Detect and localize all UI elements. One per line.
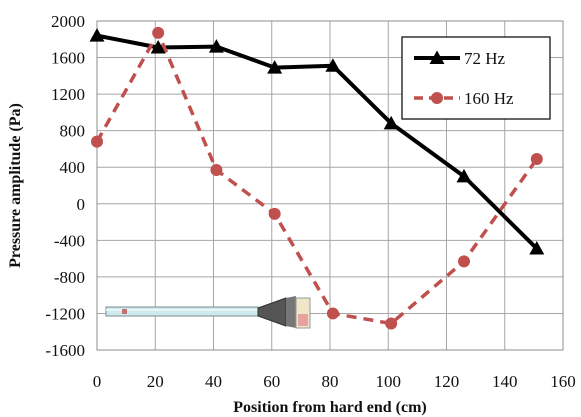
x-tick-label: 140: [492, 372, 518, 391]
series-marker: [91, 135, 103, 148]
x-tick-label: 120: [434, 372, 460, 391]
series-marker: [268, 207, 281, 220]
x-tick-labels: 0 20 40 60 80 100 120 140 160: [93, 372, 576, 391]
y-tick-label: 400: [60, 158, 86, 177]
x-tick-label: 160: [550, 372, 576, 391]
y-tick-label: -1600: [45, 341, 85, 360]
series-line: [95, 31, 539, 326]
x-tick-label: 80: [322, 372, 339, 391]
series-marker: [325, 58, 341, 72]
series-marker: [431, 92, 443, 104]
y-tick-label: -800: [54, 268, 85, 287]
series-marker: [326, 307, 339, 320]
y-tick-label: 2000: [51, 12, 85, 31]
y-tick-label: 1600: [51, 49, 85, 68]
y-tick-labels: 2000 1600 1200 800 400 0 -400 -800 -1200 -1600: [45, 12, 85, 360]
tube-horn-illustration: [105, 296, 311, 329]
y-tick-label: 800: [60, 122, 86, 141]
series-marker: [267, 60, 283, 74]
y-axis-title: Pressure amplitude (Pa): [7, 103, 24, 268]
plot-area-frame: [96, 20, 564, 351]
series-marker: [210, 163, 223, 176]
legend: 72 Hz 160 Hz: [401, 36, 551, 120]
series-marker: [529, 241, 545, 255]
legend-label: 160 Hz: [464, 89, 514, 108]
y-tick-label: -1200: [45, 304, 85, 323]
legend-label: 72 Hz: [464, 49, 506, 68]
series-marker: [429, 50, 445, 64]
x-tick-label: 60: [263, 372, 280, 391]
series-marker: [152, 26, 165, 39]
x-tick-label: 20: [147, 372, 164, 391]
x-axis-title: Position from hard end (cm): [233, 399, 426, 416]
series-marker: [89, 28, 105, 42]
x-tick-label: 100: [376, 372, 402, 391]
series-markers: [89, 26, 545, 330]
y-tick-label: 0: [77, 195, 86, 214]
series-marker: [456, 168, 472, 183]
legend-box: [401, 36, 551, 120]
series-lines: [95, 31, 539, 326]
series-marker: [457, 255, 470, 268]
series-line: [96, 33, 539, 250]
y-tick-label: -400: [54, 231, 85, 250]
series-marker: [208, 39, 224, 53]
series-marker: [530, 152, 543, 165]
x-tick-label: 0: [93, 372, 102, 391]
x-tick-label: 40: [205, 372, 222, 391]
series-marker: [150, 40, 166, 54]
y-tick-label: 1200: [51, 85, 85, 104]
series-marker: [385, 317, 398, 330]
series-marker: [383, 115, 399, 130]
